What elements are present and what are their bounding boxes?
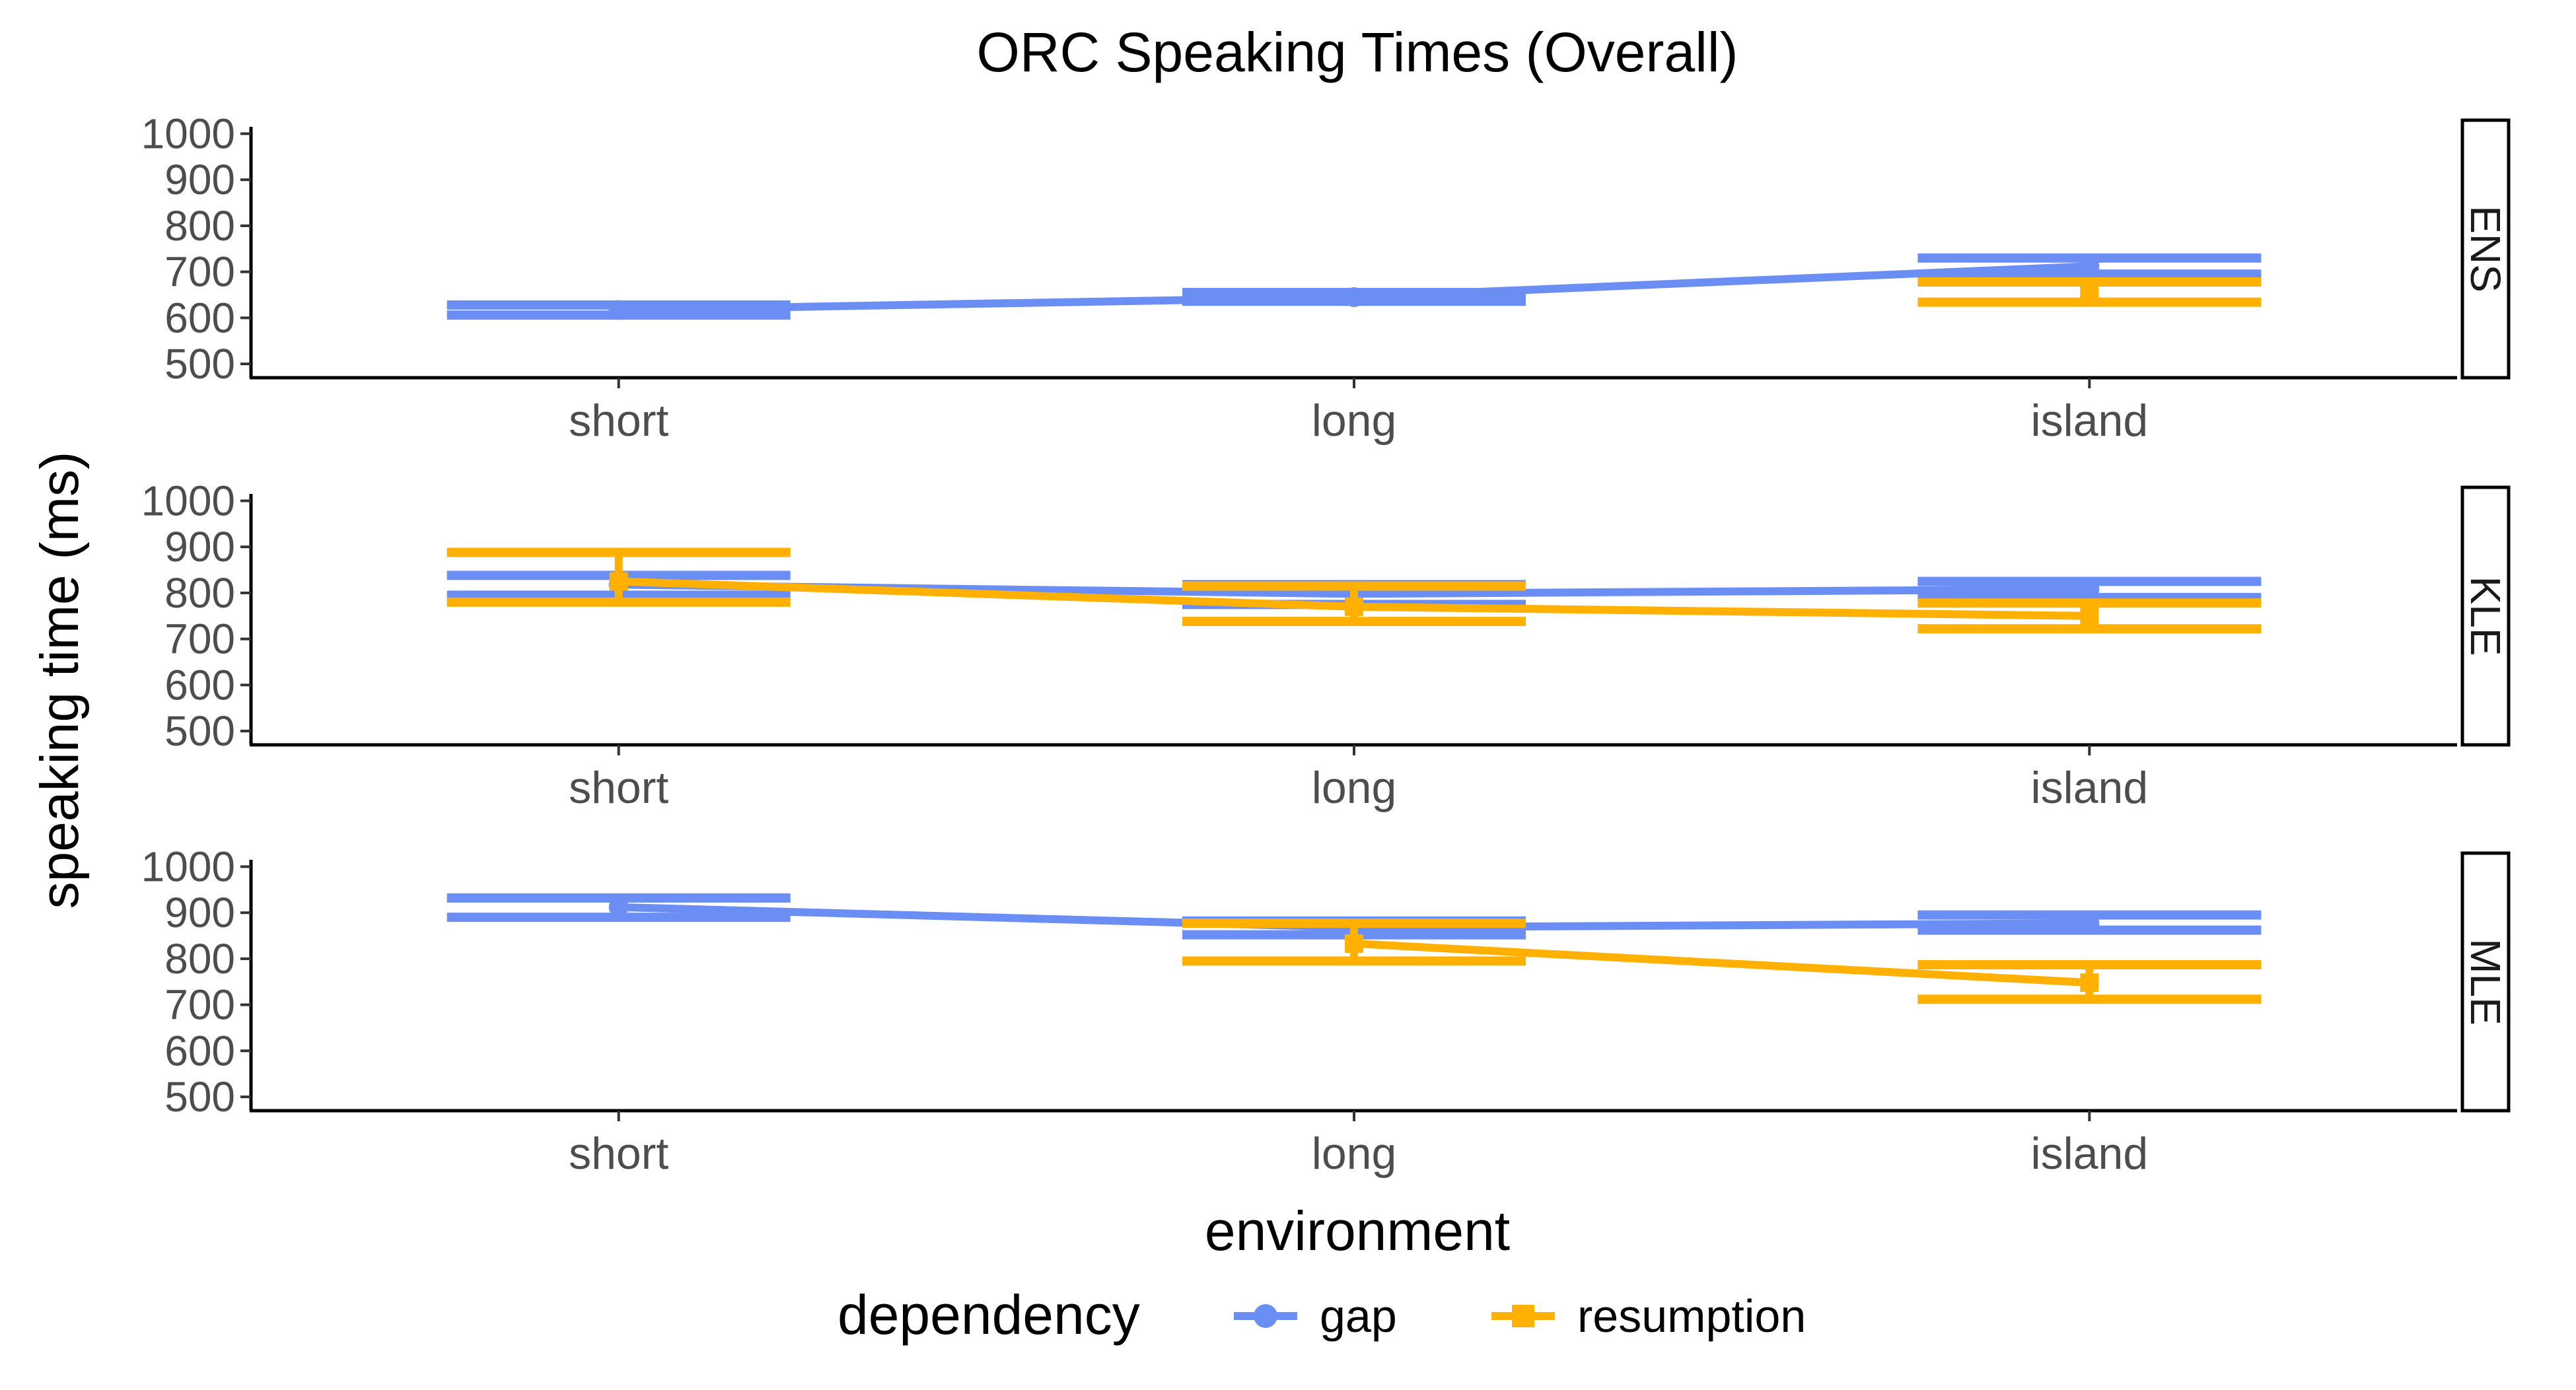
legend-entry-resumption: resumption	[1491, 1290, 1806, 1342]
y-tick-label: 800	[164, 935, 235, 983]
y-tick-label: 700	[164, 248, 235, 296]
series-line	[1350, 585, 2094, 598]
series-resumption	[1182, 919, 2262, 1004]
data-point	[2079, 256, 2100, 277]
data-point	[1345, 597, 1363, 616]
x-tick-label: short	[569, 763, 668, 813]
facet-strip	[2460, 485, 2511, 747]
y-tick-label: 900	[164, 889, 235, 936]
x-tick-label: short	[569, 1129, 668, 1179]
legend-entry-label: resumption	[1577, 1290, 1806, 1342]
y-tick-label: 600	[164, 294, 235, 341]
x-axis-label: environment	[1205, 1200, 1510, 1262]
y-tick-label: 800	[164, 569, 235, 617]
series-line	[1350, 602, 2094, 620]
x-tick-label: long	[1312, 396, 1397, 446]
y-tick-label: 1000	[141, 110, 235, 157]
x-tick-label: island	[2030, 763, 2148, 813]
legend-entry-gap: gap	[1234, 1290, 1397, 1342]
x-tick-label: short	[569, 396, 668, 446]
chart-title: ORC Speaking Times (Overall)	[977, 21, 1738, 83]
data-point	[2080, 606, 2099, 625]
x-tick-label: long	[1312, 1129, 1397, 1179]
y-axis-label: speaking time (ms)	[30, 452, 90, 909]
legend-key-square	[1512, 1305, 1534, 1327]
series-line	[614, 293, 1358, 314]
y-tick-label: 600	[164, 1027, 235, 1074]
facet-strip-label: MLE	[2462, 938, 2509, 1025]
data-point	[608, 300, 629, 320]
facet-strip	[2460, 118, 2511, 380]
y-tick-label: 1000	[141, 477, 235, 524]
facet-strip-label: KLE	[2462, 576, 2509, 656]
y-tick-label: 800	[164, 202, 235, 250]
series-resumption	[447, 547, 2262, 634]
data-point	[1345, 934, 1363, 953]
y-tick-label: 500	[164, 340, 235, 388]
facet-strip	[2460, 851, 2511, 1113]
data-point	[2080, 283, 2099, 302]
y-tick-label: 900	[164, 523, 235, 571]
series-resumption	[1917, 277, 2262, 307]
legend-entry-label: gap	[1320, 1290, 1397, 1342]
series-line	[1350, 262, 2094, 301]
data-point	[2079, 579, 2100, 600]
x-tick-label: island	[2030, 396, 2148, 446]
facet-strip-label: ENS	[2462, 205, 2509, 293]
series-line	[614, 577, 1358, 611]
data-point	[2079, 913, 2100, 934]
data-point	[2080, 973, 2099, 992]
legend-title: dependency	[838, 1284, 1140, 1346]
data-point	[1344, 287, 1364, 307]
y-tick-label: 700	[164, 981, 235, 1029]
legend-key-circle	[1254, 1304, 1277, 1328]
series-line	[1350, 939, 2094, 987]
series-gap	[447, 253, 2262, 320]
y-tick-label: 600	[164, 661, 235, 709]
y-tick-label: 1000	[141, 843, 235, 890]
x-tick-label: long	[1312, 763, 1397, 813]
y-tick-label: 700	[164, 615, 235, 663]
data-point	[609, 572, 628, 591]
x-tick-label: island	[2030, 1129, 2148, 1179]
data-point	[608, 897, 629, 917]
y-tick-label: 500	[164, 707, 235, 755]
y-tick-label: 500	[164, 1073, 235, 1121]
legend: dependency gap resumption	[838, 1284, 1806, 1346]
y-tick-label: 900	[164, 156, 235, 203]
